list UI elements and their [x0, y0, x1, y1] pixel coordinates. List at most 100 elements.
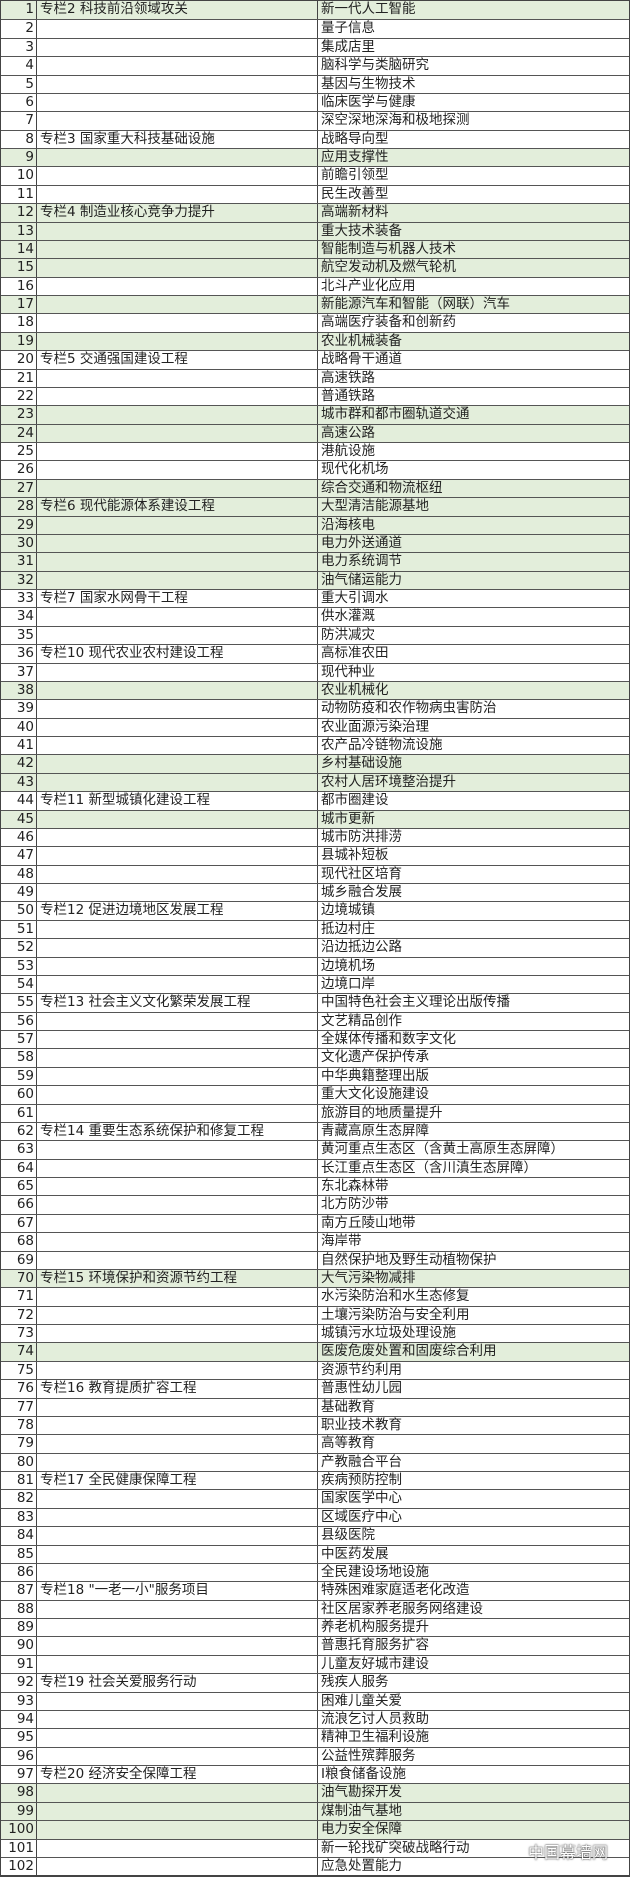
column-item[interactable]: 港航设施 — [321, 443, 375, 459]
column-item[interactable]: 战略骨干通道 — [321, 351, 402, 368]
column-category[interactable] — [37, 1416, 318, 1435]
column-item[interactable]: 全民建设场地设施 — [321, 1563, 429, 1580]
column-category[interactable] — [37, 957, 318, 975]
column-item[interactable]: 疾病预防控制 — [321, 1472, 402, 1488]
row-number[interactable]: 61 — [1, 1104, 37, 1122]
row-number[interactable]: 1 — [1, 1, 37, 20]
column-category[interactable] — [37, 185, 318, 204]
column-item[interactable]: 普通铁路 — [321, 387, 375, 404]
column-item[interactable]: 战略导向型 — [321, 130, 389, 147]
column-category[interactable] — [37, 737, 318, 755]
column-item[interactable]: 深空深地深海和极地探测 — [321, 112, 470, 129]
row-number[interactable]: 39 — [1, 700, 37, 718]
row-number[interactable]: 13 — [1, 222, 37, 240]
column-category[interactable] — [37, 1839, 318, 1857]
row-number[interactable]: 30 — [1, 534, 37, 553]
row-number[interactable]: 8 — [1, 130, 37, 148]
column-category[interactable] — [37, 1710, 318, 1729]
row-number[interactable]: 83 — [1, 1508, 37, 1527]
column-item[interactable]: 农业机械装备 — [321, 332, 402, 349]
row-number[interactable]: 18 — [1, 314, 37, 332]
row-number[interactable]: 40 — [1, 718, 37, 736]
row-number[interactable]: 34 — [1, 608, 37, 626]
row-number[interactable]: 32 — [1, 571, 37, 589]
column-item[interactable]: 供水灌溉 — [321, 608, 375, 625]
row-number[interactable]: 51 — [1, 920, 37, 939]
row-number[interactable]: 84 — [1, 1527, 37, 1545]
row-number[interactable]: 89 — [1, 1619, 37, 1637]
row-number[interactable]: 15 — [1, 259, 37, 277]
column-category[interactable]: 专栏16 教育提质扩容工程 — [37, 1380, 318, 1398]
column-item[interactable]: 油气储运能力 — [321, 571, 402, 588]
row-number[interactable]: 9 — [1, 149, 37, 167]
column-category[interactable] — [37, 773, 318, 792]
column-category[interactable] — [37, 626, 318, 645]
column-item[interactable]: 农产品冷链物流设施 — [321, 737, 443, 753]
column-category[interactable] — [37, 828, 318, 847]
column-item[interactable]: 高速铁路 — [321, 369, 375, 386]
column-category[interactable]: 专栏2 科技前沿领域攻关 — [37, 1, 318, 20]
column-item[interactable]: 高标准农田 — [321, 645, 389, 662]
column-item[interactable]: I粮食储备设施 — [321, 1766, 406, 1782]
column-item[interactable]: 新能源汽车和智能（网联）汽车 — [321, 296, 510, 312]
row-number[interactable]: 42 — [1, 755, 37, 773]
column-item[interactable]: 县城补短板 — [321, 847, 389, 864]
row-number[interactable]: 96 — [1, 1747, 37, 1765]
column-item[interactable]: 精神卫生福利设施 — [321, 1729, 429, 1746]
column-item[interactable]: 城市防洪排涝 — [321, 828, 402, 845]
column-item[interactable]: 现代种业 — [321, 663, 375, 680]
column-item[interactable]: 临床医学与健康 — [321, 93, 416, 110]
column-category[interactable] — [37, 314, 318, 332]
column-item[interactable]: 水污染防治和水生态修复 — [321, 1288, 470, 1305]
row-number[interactable]: 71 — [1, 1288, 37, 1306]
row-number[interactable]: 47 — [1, 847, 37, 865]
column-category[interactable] — [37, 1563, 318, 1582]
column-category[interactable]: 专栏13 社会主义文化繁荣发展工程 — [37, 994, 318, 1012]
column-item[interactable]: 产教融合平台 — [321, 1453, 402, 1470]
column-item[interactable]: 国家医学中心 — [321, 1490, 402, 1507]
row-number[interactable]: 23 — [1, 406, 37, 424]
column-item[interactable]: 特殊困难家庭适老化改造 — [321, 1582, 470, 1599]
row-number[interactable]: 2 — [1, 20, 37, 38]
column-item[interactable]: 动物防疫和农作物病虫害防治 — [321, 700, 497, 717]
column-category[interactable] — [37, 57, 318, 75]
column-item[interactable]: 大型清洁能源基地 — [321, 498, 429, 515]
row-number[interactable]: 46 — [1, 828, 37, 847]
row-number[interactable]: 68 — [1, 1233, 37, 1251]
column-category[interactable] — [37, 1196, 318, 1214]
row-number[interactable]: 90 — [1, 1637, 37, 1655]
column-item[interactable]: 青藏高原生态屏障 — [321, 1122, 429, 1139]
column-category[interactable] — [37, 1619, 318, 1637]
row-number[interactable]: 69 — [1, 1251, 37, 1269]
column-item[interactable]: 重大引调水 — [321, 590, 389, 606]
column-category[interactable] — [37, 571, 318, 589]
column-item[interactable]: 北方防沙带 — [321, 1196, 389, 1213]
column-item[interactable]: 城乡融合发展 — [321, 884, 402, 900]
column-category[interactable]: 专栏19 社会关爱服务行动 — [37, 1674, 318, 1692]
column-item[interactable]: 高端新材料 — [321, 204, 389, 221]
column-category[interactable] — [37, 277, 318, 295]
row-number[interactable]: 41 — [1, 737, 37, 755]
row-number[interactable]: 99 — [1, 1802, 37, 1821]
column-category[interactable] — [37, 1233, 318, 1251]
column-item[interactable]: 集成店里 — [321, 38, 375, 55]
column-category[interactable] — [37, 112, 318, 130]
row-number[interactable]: 25 — [1, 443, 37, 461]
row-number[interactable]: 98 — [1, 1784, 37, 1802]
row-number[interactable]: 77 — [1, 1398, 37, 1416]
column-item[interactable]: 社区居家养老服务网络建设 — [321, 1600, 483, 1617]
row-number[interactable]: 11 — [1, 185, 37, 204]
row-number[interactable]: 92 — [1, 1674, 37, 1692]
column-category[interactable] — [37, 939, 318, 957]
column-category[interactable] — [37, 222, 318, 240]
column-category[interactable] — [37, 1288, 318, 1306]
column-category[interactable] — [37, 1012, 318, 1030]
row-number[interactable]: 86 — [1, 1563, 37, 1582]
row-number[interactable]: 14 — [1, 240, 37, 259]
column-item[interactable]: 土壤污染防治与安全利用 — [321, 1306, 470, 1323]
column-category[interactable] — [37, 424, 318, 442]
column-item[interactable]: 北斗产业化应用 — [321, 277, 416, 294]
column-item[interactable]: 黄河重点生态区（含黄土高原生态屏障） — [321, 1141, 564, 1158]
column-category[interactable] — [37, 75, 318, 93]
column-category[interactable] — [37, 1343, 318, 1361]
